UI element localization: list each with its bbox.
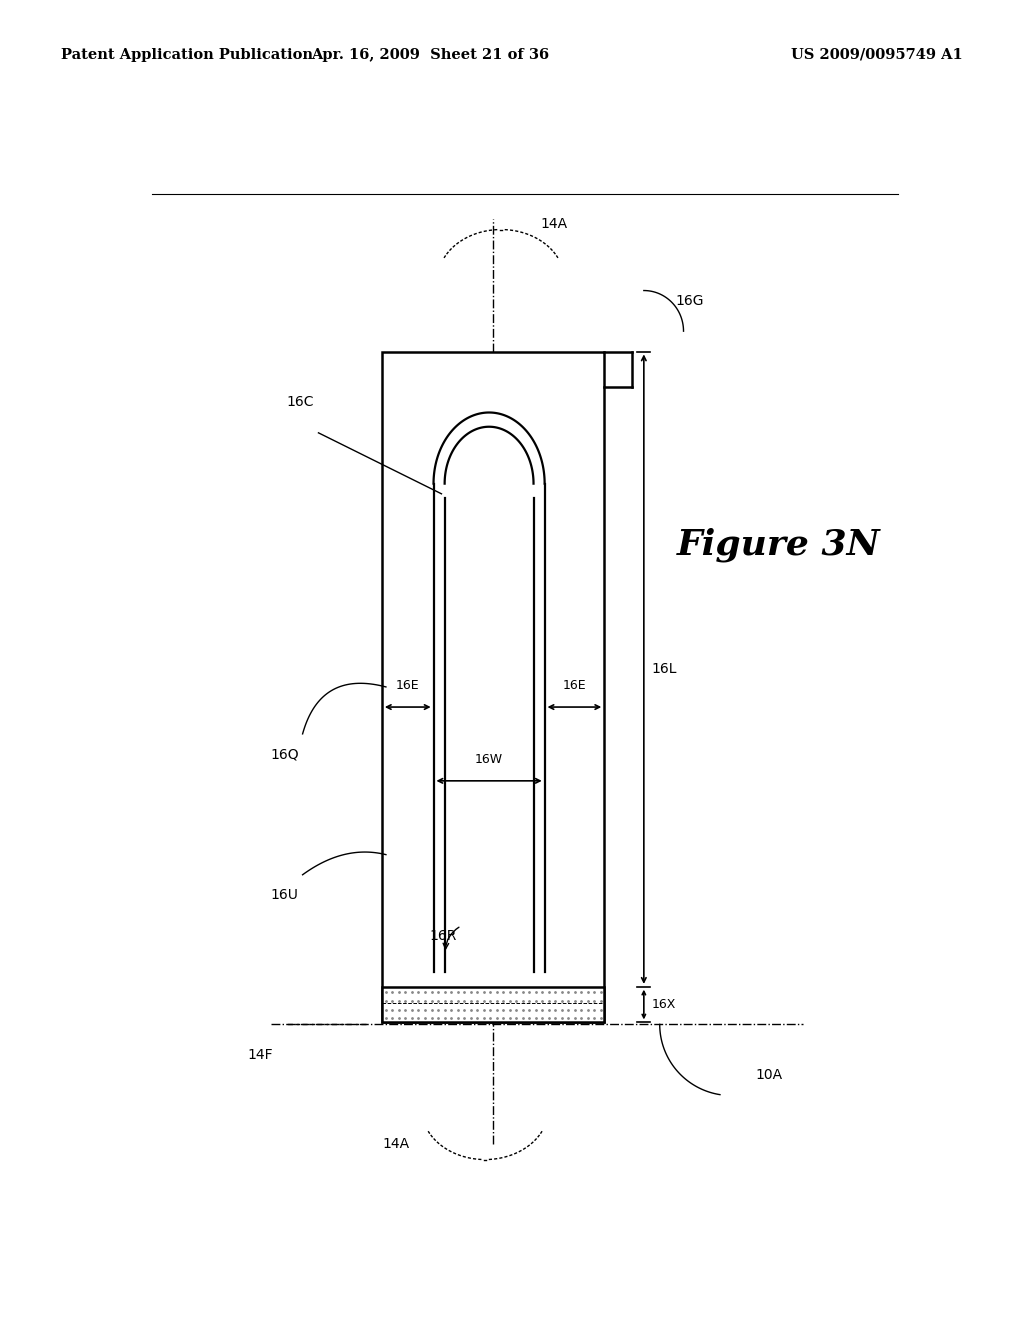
Text: 16Q: 16Q — [270, 747, 299, 762]
Text: 14F: 14F — [247, 1048, 272, 1061]
Text: 14A: 14A — [382, 1138, 409, 1151]
Text: 16X: 16X — [652, 998, 676, 1011]
Text: Apr. 16, 2009  Sheet 21 of 36: Apr. 16, 2009 Sheet 21 of 36 — [311, 48, 549, 62]
Text: 14A: 14A — [541, 218, 567, 231]
Text: 10A: 10A — [755, 1068, 782, 1082]
Text: US 2009/0095749 A1: US 2009/0095749 A1 — [791, 48, 963, 62]
Text: 16L: 16L — [652, 663, 677, 676]
Text: Figure 3N: Figure 3N — [677, 528, 881, 562]
Text: 16U: 16U — [270, 888, 299, 902]
Text: 16R: 16R — [430, 929, 457, 942]
Text: 16C: 16C — [287, 395, 314, 409]
Bar — [382, 351, 604, 1022]
Bar — [382, 987, 604, 1022]
Text: 16E: 16E — [562, 678, 586, 692]
Text: Patent Application Publication: Patent Application Publication — [61, 48, 313, 62]
Text: 16E: 16E — [396, 678, 420, 692]
Text: 16G: 16G — [676, 293, 705, 308]
Text: 16W: 16W — [475, 752, 503, 766]
